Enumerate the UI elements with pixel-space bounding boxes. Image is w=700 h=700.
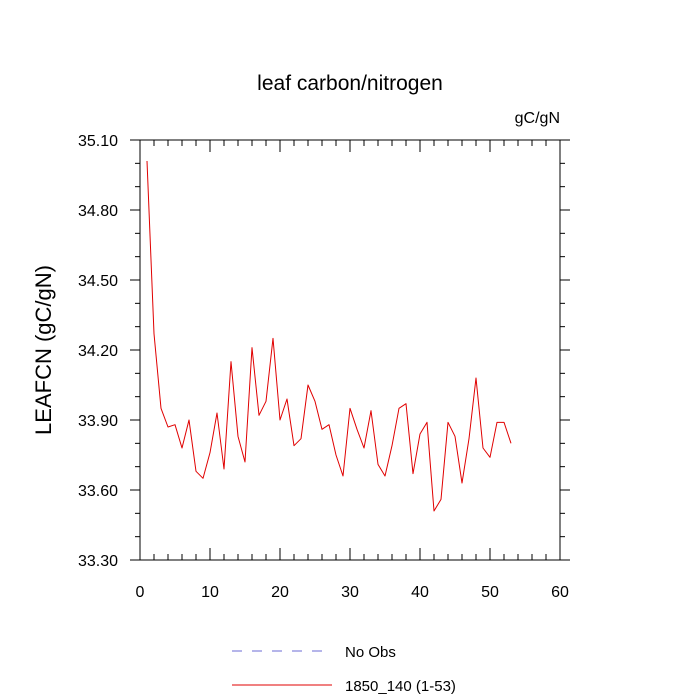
y-tick-label: 34.50	[78, 273, 118, 290]
plot-series	[146, 160, 512, 512]
y-tick-label: 34.80	[78, 203, 118, 220]
y-tick-label: 33.30	[78, 553, 118, 570]
axis-tick-labels: 0 10 20 30 40 50 60 33.30 33.60 33.90 34.20 34.50 34…	[78, 133, 569, 601]
y-tick-label: 34.20	[78, 343, 118, 360]
y-tick-label: 33.60	[78, 483, 118, 500]
plot-frame	[139, 139, 561, 561]
x-tick-label: 10	[201, 584, 219, 601]
axis-ticks	[130, 139, 570, 561]
legend-label-no-obs: No Obs	[345, 644, 396, 661]
x-tick-label: 60	[551, 584, 569, 601]
x-tick-label: 0	[136, 584, 145, 601]
x-tick-label: 30	[341, 584, 359, 601]
x-tick-label: 40	[411, 584, 429, 601]
chart-title: leaf carbon/nitrogen	[257, 72, 443, 95]
legend: No Obs 1850_140 (1-53)	[232, 644, 456, 695]
x-tick-label: 20	[271, 584, 289, 601]
units-label: gC/gN	[515, 110, 560, 127]
y-tick-label: 33.90	[78, 413, 118, 430]
y-tick-label: 35.10	[78, 133, 118, 150]
series-line-0	[146, 160, 512, 512]
legend-label-series: 1850_140 (1-53)	[345, 678, 456, 695]
x-tick-label: 50	[481, 584, 499, 601]
y-axis-label: LEAFCN (gC/gN)	[31, 265, 56, 435]
